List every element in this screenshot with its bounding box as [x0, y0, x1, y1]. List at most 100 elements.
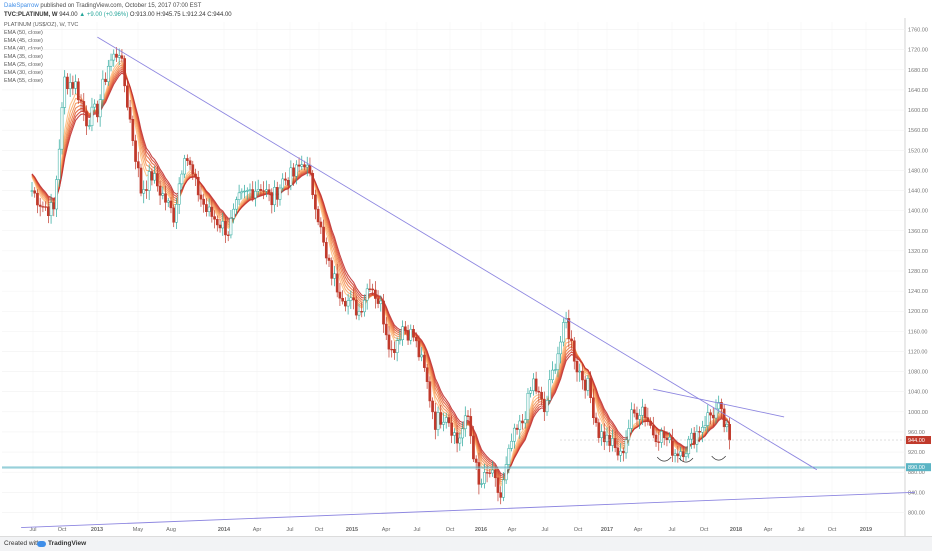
candle-up [401, 326, 404, 340]
candle-up [660, 431, 663, 443]
x-tick-label: Oct [315, 527, 324, 533]
candle-down [33, 190, 37, 194]
x-tick-label: Apr [764, 527, 773, 533]
candle-down [439, 412, 443, 425]
candle-down [224, 221, 227, 236]
x-tick-label: Jul [668, 527, 675, 533]
ohlc-values: O:913.00 H:945.75 L:912.24 C:944.00 [129, 12, 232, 18]
candle-up [480, 483, 483, 485]
candle-up [74, 81, 77, 89]
candle-up [725, 424, 729, 428]
candle-down [251, 189, 255, 199]
candle-down [284, 178, 287, 181]
candle-down [403, 326, 407, 331]
candle-down [493, 469, 497, 479]
candle-down [354, 299, 358, 316]
candle-up [483, 472, 486, 484]
candle-up [398, 339, 402, 341]
candle-up [248, 189, 252, 191]
tradingview-brand[interactable]: TradingView [48, 540, 87, 547]
x-tick-label: 2013 [91, 527, 103, 533]
candle-down [172, 207, 176, 223]
y-tick-label: 1440.00 [908, 189, 928, 195]
candle-up [346, 300, 350, 307]
y-tick-label: 960.00 [908, 430, 925, 436]
candle-up [627, 428, 631, 441]
candle-up [611, 438, 614, 446]
candle-down [120, 55, 124, 59]
price-axis-background [905, 18, 932, 536]
candle-down [115, 53, 118, 58]
x-tick-label: Jul [29, 527, 36, 533]
candle-down [316, 208, 320, 223]
candle-up [166, 200, 170, 203]
candle-down [654, 434, 658, 443]
candle-down [711, 414, 715, 419]
candle-up [49, 202, 53, 217]
candle-up [436, 412, 440, 430]
y-tick-label: 1280.00 [908, 269, 928, 275]
candle-up [294, 164, 298, 177]
candle-down [270, 192, 274, 206]
candle-up [453, 432, 456, 436]
candle-down [613, 438, 617, 449]
candle-down [414, 337, 418, 342]
x-tick-label: Oct [828, 527, 837, 533]
candle-up [679, 451, 682, 457]
candle-up [578, 370, 582, 373]
price-axis-tag-label: 944.00 [908, 438, 925, 444]
candle-up [701, 426, 704, 433]
candle-down [199, 194, 203, 200]
x-tick-label: 2019 [860, 527, 872, 533]
candle-up [87, 125, 91, 127]
candle-down [36, 192, 39, 206]
candle-down [196, 176, 200, 196]
y-tick-label: 1720.00 [908, 48, 928, 54]
candle-up [518, 420, 522, 430]
candle-up [243, 190, 246, 193]
candle-down [632, 409, 636, 414]
candle-up [68, 82, 72, 90]
candle-up [365, 288, 369, 301]
candle-down [128, 107, 132, 120]
candle-up [562, 322, 565, 343]
candle-up [458, 437, 462, 444]
candle-up [101, 78, 105, 100]
candle-down [126, 85, 129, 108]
candle-down [616, 447, 620, 456]
y-tick-label: 1400.00 [908, 209, 928, 215]
candle-down [425, 367, 429, 382]
candle-down [41, 206, 45, 208]
candle-up [442, 421, 445, 425]
candle-up [265, 189, 268, 192]
candle-down [423, 354, 426, 368]
author-link[interactable]: DaleSparrow [4, 3, 39, 9]
candle-down [589, 378, 592, 399]
candle-down [131, 118, 135, 142]
candle-up [349, 297, 353, 301]
y-tick-label: 1080.00 [908, 370, 928, 376]
candle-up [147, 171, 151, 191]
candle-down [635, 412, 639, 420]
candle-up [444, 417, 448, 423]
candle-down [52, 202, 56, 210]
candle-up [630, 409, 633, 429]
candle-up [363, 299, 366, 313]
trendline-major-resistance [97, 36, 818, 471]
candle-down [428, 381, 432, 402]
candle-up [638, 415, 642, 420]
candle-up [161, 193, 165, 196]
candle-up [221, 221, 225, 229]
candle-down [191, 164, 195, 175]
candle-down [259, 189, 263, 191]
candle-down [297, 164, 301, 167]
candle-down [651, 425, 655, 436]
candle-up [510, 440, 513, 449]
x-tick-label: Jul [413, 527, 420, 533]
candle-down [344, 300, 347, 307]
candle-down [469, 416, 473, 437]
candle-down [47, 206, 50, 217]
candle-up [30, 190, 34, 192]
candle-down [85, 111, 88, 127]
price-chart[interactable]: 800.00 840.00 880.00 920.00 960.00 1000.00 104… [0, 0, 932, 536]
